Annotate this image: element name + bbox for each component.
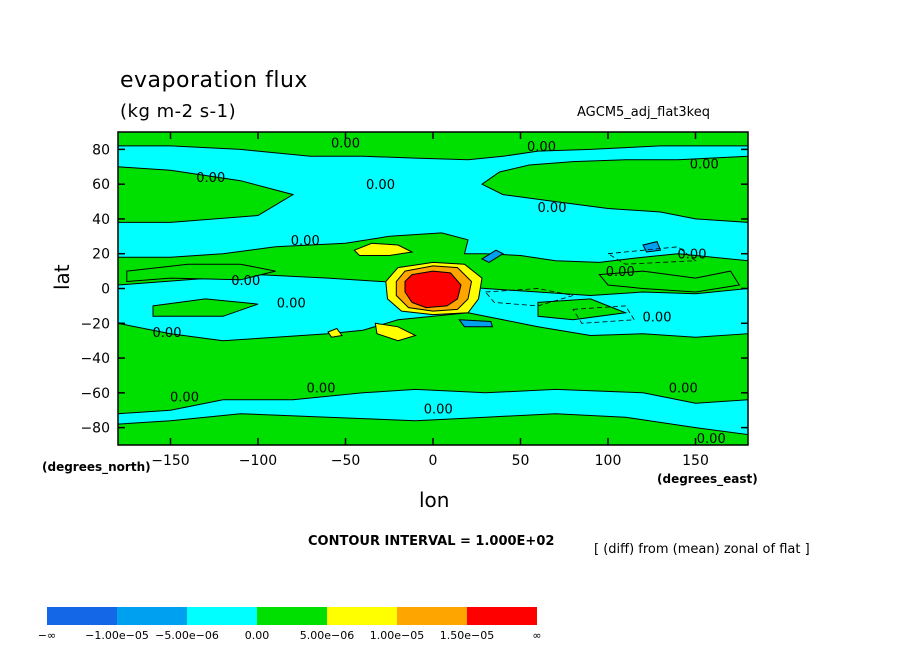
contour-label: 0.00: [366, 178, 395, 193]
colorbar-swatch-1: [47, 607, 117, 625]
colorbar-label: −5.00e−06: [155, 629, 219, 642]
x-tick-label: −50: [331, 453, 361, 469]
y-axis-units: (degrees_north): [42, 460, 151, 474]
positive-island-2: [152, 298, 259, 317]
colorbar-label: −1.00e−05: [85, 629, 149, 642]
contour-label: 0.00: [331, 136, 360, 151]
colorbar-swatch-4: [257, 607, 327, 625]
positive-island-1: [126, 263, 276, 283]
colorbar-swatch-2: [117, 607, 187, 625]
positive-patch-3: [327, 327, 343, 338]
x-tick-label: 0: [429, 453, 438, 469]
y-tick-label: 80: [92, 142, 110, 158]
x-tick-label: 100: [595, 453, 622, 469]
chart-units: (kg m-2 s-1): [120, 101, 237, 122]
contour-label: 0.00: [643, 310, 672, 325]
x-tick-label: −150: [151, 453, 189, 469]
positive-island-4: [537, 298, 628, 321]
contour-label: 0.00: [678, 248, 707, 263]
contour-label: 0.00: [690, 157, 719, 172]
y-tick-label: 20: [92, 247, 110, 263]
x-axis-units: (degrees_east): [657, 472, 758, 486]
contour-label: 0.00: [170, 390, 199, 405]
contour-label: 0.00: [307, 382, 336, 397]
positive-island-3: [598, 270, 741, 293]
y-tick-label: 0: [101, 282, 110, 298]
dashed-contour: [484, 288, 574, 307]
dashed-contours: [484, 246, 697, 324]
dataset-label: AGCM5_adj_flat3keq: [577, 105, 710, 120]
contour-label: 0.00: [153, 326, 182, 341]
x-tick-label: −100: [239, 453, 277, 469]
y-tick-label: −80: [80, 421, 110, 437]
y-axis-label: lat: [50, 264, 74, 290]
y-tick-label: 40: [92, 212, 110, 228]
colorbar-label: 1.00e−05: [370, 629, 424, 642]
colorbar-label: ∞: [532, 629, 541, 642]
contour-label: 0.00: [669, 382, 698, 397]
negative-patch-2: [642, 241, 662, 253]
colorbar-swatch-7: [467, 607, 537, 625]
colorbar-swatch-6: [397, 607, 467, 625]
contour-label: 0.00: [291, 234, 320, 249]
contour-label: 0.00: [231, 274, 260, 289]
colorbar-swatch-3: [187, 607, 257, 625]
contour-label: 0.00: [538, 201, 567, 216]
colorbar-swatch-5: [327, 607, 397, 625]
positive-patch-1: [353, 242, 414, 256]
contour-label: 0.00: [424, 402, 453, 417]
x-tick-label: 150: [682, 453, 709, 469]
contour-label: 0.00: [277, 296, 306, 311]
colorbar-label: 5.00e−06: [300, 629, 354, 642]
colorbar-label: 0.00: [245, 629, 270, 642]
dashed-contour: [606, 246, 697, 265]
difference-note: [ (diff) from (mean) zonal of flat ]: [594, 542, 810, 557]
y-tick-label: −60: [80, 386, 110, 402]
contour-label: 0.00: [606, 265, 635, 280]
x-axis-label: lon: [419, 488, 450, 512]
contour-label: 0.00: [196, 171, 225, 186]
x-tick-label: 50: [512, 453, 530, 469]
negative-patch-1: [480, 249, 505, 263]
positive-patch-2: [374, 322, 417, 342]
y-tick-label: 60: [92, 177, 110, 193]
contour-interval: CONTOUR INTERVAL = 1.000E+02: [308, 534, 555, 549]
dashed-contour: [572, 305, 635, 324]
contour-label: 0.00: [697, 432, 726, 447]
colorbar-label: 1.50e−05: [440, 629, 494, 642]
chart-title: evaporation flux: [120, 68, 308, 93]
contour-label: 0.00: [527, 140, 556, 155]
y-tick-label: −20: [80, 316, 110, 332]
negative-patch-3: [458, 319, 494, 328]
y-tick-label: −40: [80, 351, 110, 367]
colorbar-label: −∞: [38, 629, 56, 642]
max-level-3: [404, 270, 462, 309]
